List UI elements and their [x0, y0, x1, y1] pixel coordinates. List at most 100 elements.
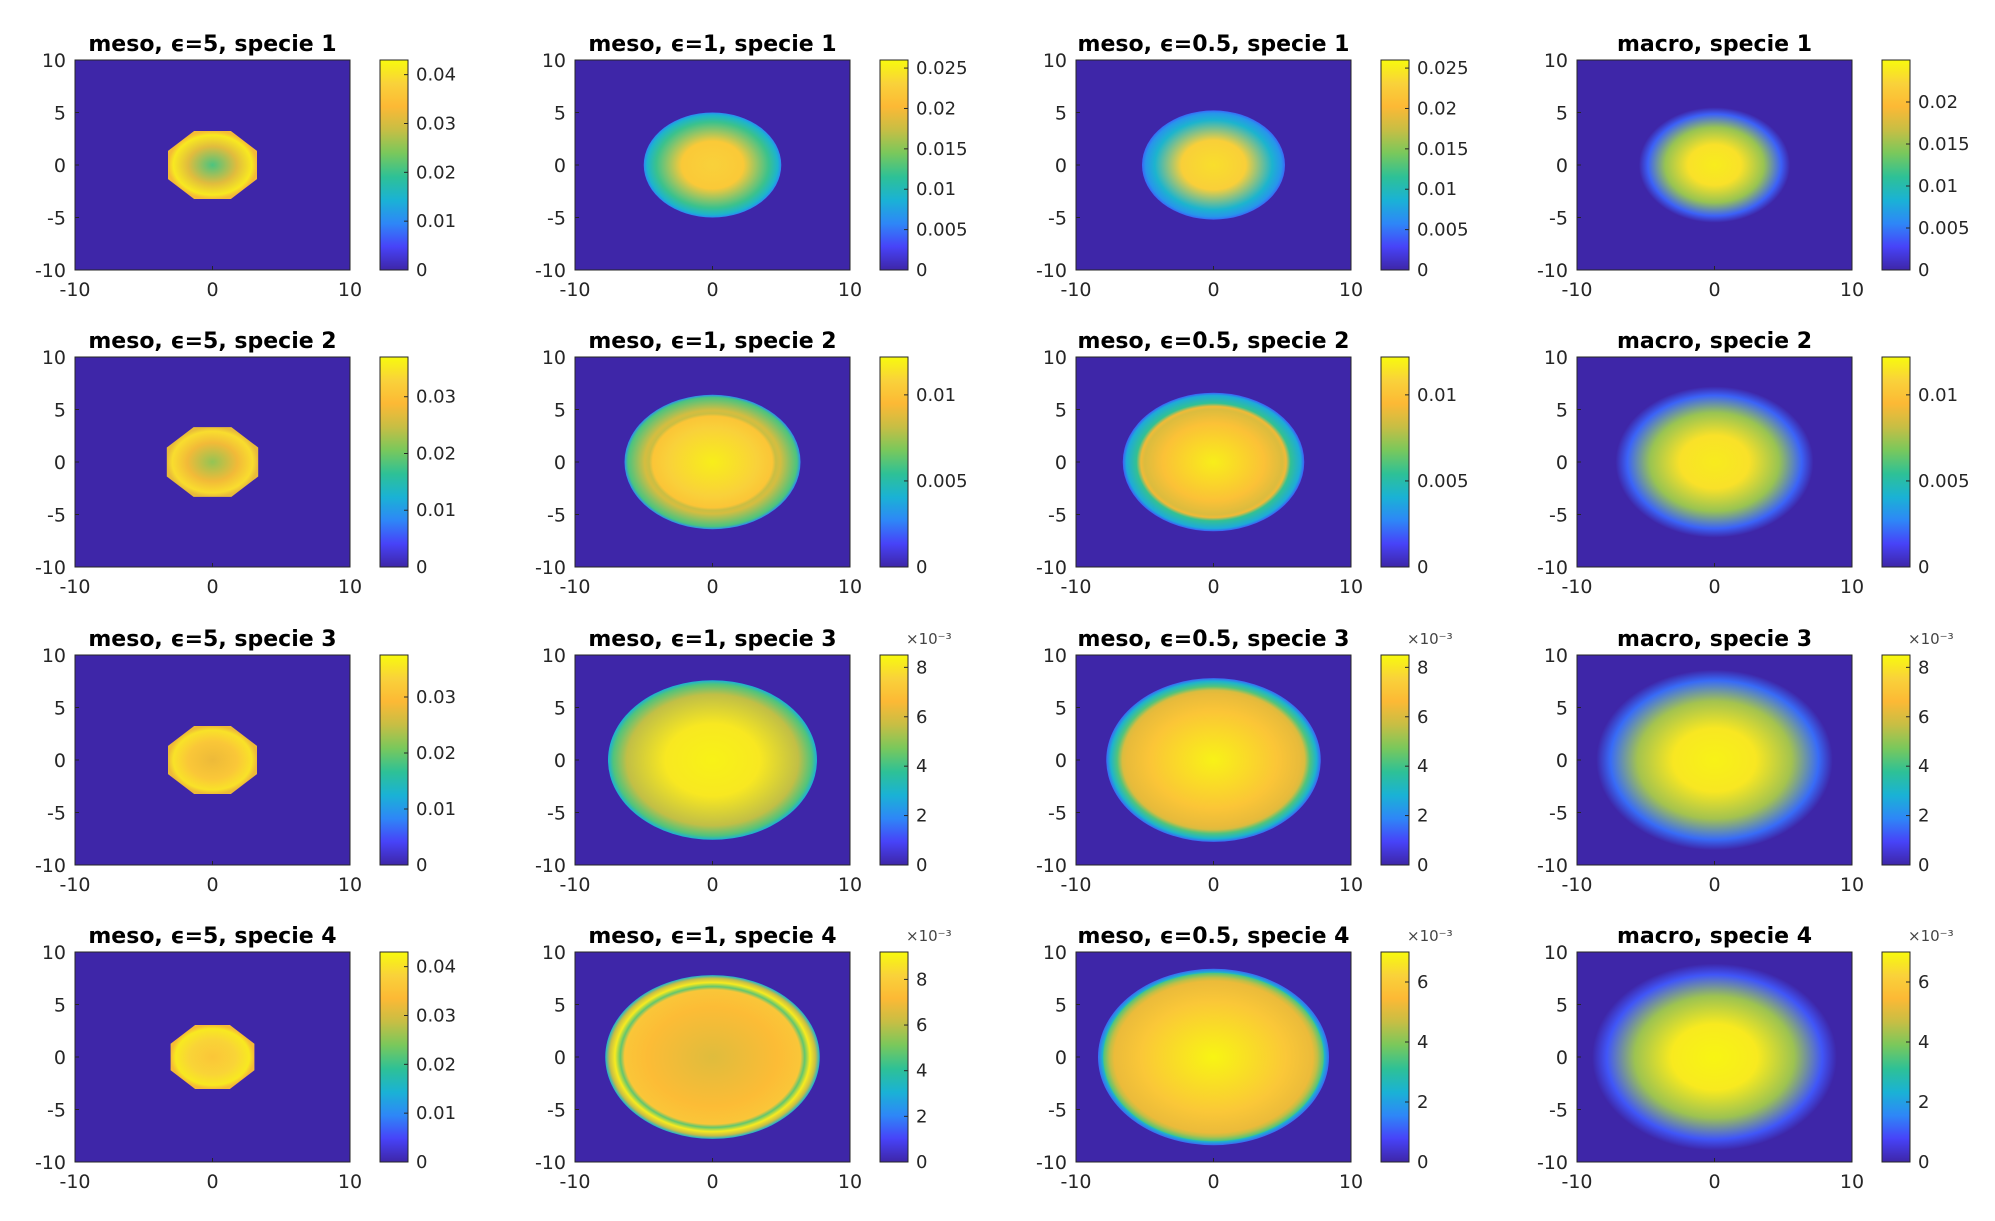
panel-14-colorbar-label: 0 [916, 1152, 927, 1173]
panel-13-ytick-label: 5 [54, 995, 66, 1017]
panel-9-ytick-label: 5 [54, 698, 66, 720]
panel-12-colorbar-label: 4 [1918, 756, 1929, 777]
panel-14-ytick-label: 0 [554, 1047, 566, 1069]
panel-3-colorbar-label: 0.01 [1417, 179, 1457, 200]
panel-3-density-field [1142, 110, 1285, 220]
panel-1-density-field [168, 131, 257, 199]
panel-6-colorbar-label: 0 [916, 557, 927, 578]
panel-1-colorbar-label: 0.02 [416, 162, 456, 183]
panel-11-ytick-label: 10 [1043, 645, 1067, 667]
panel-7-ytick-label: 0 [1055, 452, 1067, 474]
panel-8-title: macro, specie 2 [1617, 329, 1812, 354]
panel-10: meso, ϵ=1, specie 3 10 5 0 -5 -10-10 0 10 0 2 4 6 8 ×… [535, 627, 952, 896]
panel-16-colorbar-label: 6 [1918, 972, 1929, 993]
panel-3-colorbar-label: 0.015 [1417, 139, 1469, 160]
panel-11-colorbar-label: 2 [1417, 806, 1428, 827]
panel-1-colorbar-label: 0.01 [416, 211, 456, 232]
panel-12-xtick-label: 0 [1708, 874, 1720, 896]
panel-7: meso, ϵ=0.5, specie 2 10 5 0 -5 -10-10 0 10 0 0.0… [1036, 329, 1469, 598]
panel-2: meso, ϵ=1, specie 1 10 5 0 -5 -10-10 0 10 0 0.005… [535, 32, 968, 301]
panel-13-xtick-label: 10 [338, 1171, 362, 1193]
panel-5-colorbar [379, 356, 409, 568]
panel-10-title: meso, ϵ=1, specie 3 [588, 627, 836, 652]
panel-5-ytick-label: 5 [54, 400, 66, 422]
panel-9-xtick-label: -10 [59, 874, 90, 896]
panel-11: meso, ϵ=0.5, specie 3 10 5 0 -5 -10-10 0 10 0 2 4 6… [1036, 627, 1453, 896]
panel-2-xtick-label: -10 [559, 279, 590, 301]
panel-5-ytick-label: -10 [35, 557, 66, 579]
panel-13-ytick-label: 0 [54, 1047, 66, 1069]
panel-3-colorbar-label: 0.02 [1417, 98, 1457, 119]
panel-8-ytick-label: 5 [1556, 400, 1568, 422]
panel-15-ytick-label: -5 [1048, 1100, 1067, 1122]
panel-8-colorbar-label: 0.01 [1918, 385, 1958, 406]
panel-4-colorbar-label: 0.005 [1918, 218, 1970, 239]
panel-14-ytick-label: 10 [542, 942, 566, 964]
panel-13-ytick-label: 10 [42, 942, 66, 964]
panel-11-ytick-label: -5 [1048, 803, 1067, 825]
panel-4-xtick-label: -10 [1561, 279, 1592, 301]
panel-6-xtick-label: -10 [559, 576, 590, 598]
panel-2-density-field [643, 112, 782, 218]
panel-10-colorbar-label: 8 [916, 657, 927, 678]
panel-8-colorbar-label: 0.005 [1918, 471, 1970, 492]
panel-16-ytick-label: -10 [1537, 1152, 1568, 1174]
panel-15-title: meso, ϵ=0.5, specie 4 [1078, 924, 1350, 949]
panel-2-colorbar-label: 0.02 [916, 98, 956, 119]
panel-15-colorbar-label: 4 [1417, 1032, 1428, 1053]
panel-7-ytick-label: 5 [1055, 400, 1067, 422]
panel-16-colorbar-label: 2 [1918, 1092, 1929, 1113]
panel-5-colorbar-label: 0.01 [416, 500, 456, 521]
panel-11-colorbar-label: 8 [1417, 657, 1428, 678]
panel-5-ytick-label: -5 [47, 505, 66, 527]
panel-15-colorbar-label: 0 [1417, 1152, 1428, 1173]
panel-5-colorbar-label: 0.03 [416, 387, 456, 408]
panel-12-ytick-label: 0 [1556, 750, 1568, 772]
panel-5-colorbar-label: 0.02 [416, 443, 456, 464]
panel-6: meso, ϵ=1, specie 2 10 5 0 -5 -10-10 0 10 0 0.005… [535, 329, 968, 598]
panel-10-xtick-label: -10 [559, 874, 590, 896]
panel-13-colorbar-label: 0.04 [416, 957, 456, 978]
panel-2-ytick-label: 5 [554, 103, 566, 125]
panel-9-colorbar-label: 0.02 [416, 743, 456, 764]
panel-15-colorbar [1380, 951, 1410, 1163]
panel-12-colorbar-exponent: ×10⁻³ [1908, 630, 1954, 648]
panel-5-xtick-label: 10 [338, 576, 362, 598]
panel-5-colorbar-label: 0 [416, 557, 427, 578]
panel-10-colorbar-label: 2 [916, 806, 927, 827]
panel-10-colorbar-label: 6 [916, 707, 927, 728]
panel-6-ytick-label: -10 [535, 557, 566, 579]
panel-2-colorbar-label: 0.01 [916, 179, 956, 200]
panel-14-xtick-label: 10 [838, 1171, 862, 1193]
panel-13-colorbar [379, 951, 409, 1163]
panel-3-xtick-label: -10 [1060, 279, 1091, 301]
panel-8-xtick-label: 10 [1840, 576, 1864, 598]
panel-8-colorbar [1881, 356, 1911, 568]
panel-12-ytick-label: 10 [1544, 645, 1568, 667]
panel-12-colorbar-label: 6 [1918, 707, 1929, 728]
panel-9-xtick-label: 0 [206, 874, 218, 896]
panel-1-xtick-label: -10 [59, 279, 90, 301]
panel-10-colorbar [879, 654, 909, 866]
panel-6-colorbar-label: 0.01 [916, 385, 956, 406]
panel-3-ytick-label: -10 [1036, 260, 1067, 282]
panel-7-ytick-label: -5 [1048, 505, 1067, 527]
panel-6-ytick-label: 10 [542, 347, 566, 369]
panel-12-ytick-label: -10 [1537, 855, 1568, 877]
panel-8-colorbar-label: 0 [1918, 557, 1929, 578]
panel-14-density-field [605, 975, 820, 1139]
panel-14-colorbar-label: 6 [916, 1015, 927, 1036]
panel-5-xtick-label: -10 [59, 576, 90, 598]
panel-10-xtick-label: 10 [838, 874, 862, 896]
panel-13-colorbar-label: 0.02 [416, 1054, 456, 1075]
panel-3-ytick-label: 0 [1055, 155, 1067, 177]
panel-2-ytick-label: 0 [554, 155, 566, 177]
panel-6-xtick-label: 10 [838, 576, 862, 598]
panel-2-xtick-label: 10 [838, 279, 862, 301]
panel-11-colorbar-label: 4 [1417, 756, 1428, 777]
panel-3-title: meso, ϵ=0.5, specie 1 [1078, 32, 1350, 57]
panel-3-ytick-label: 10 [1043, 50, 1067, 72]
panel-1-colorbar-label: 0.04 [416, 65, 456, 86]
panel-7-density-field [1122, 392, 1305, 532]
panel-9-xtick-label: 10 [338, 874, 362, 896]
